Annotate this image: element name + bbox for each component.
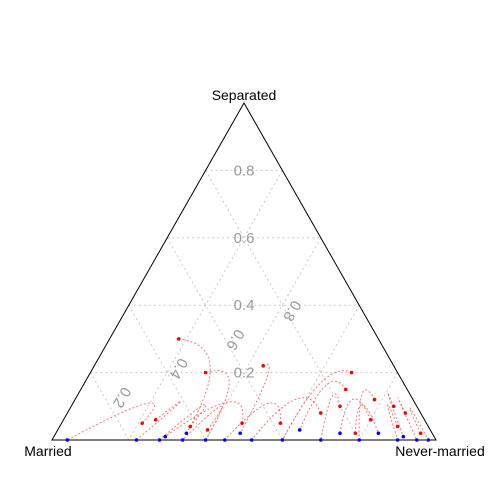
trajectory-path xyxy=(320,393,341,441)
start-point xyxy=(349,370,354,375)
grid-line-married xyxy=(128,304,207,441)
tick-label-separated: 0.2 xyxy=(234,365,255,382)
start-point xyxy=(140,421,145,425)
vertex-label-never-married: Never-married xyxy=(395,443,484,459)
start-point xyxy=(338,404,342,409)
start-point xyxy=(203,370,208,375)
end-point xyxy=(280,438,285,442)
end-point xyxy=(376,431,381,436)
end-point xyxy=(338,431,342,436)
trajectory-path xyxy=(67,402,155,441)
end-point xyxy=(180,438,185,442)
data-points xyxy=(65,337,431,442)
trajectory-path xyxy=(397,397,418,441)
start-point xyxy=(153,417,158,422)
trajectory-path xyxy=(409,407,429,441)
trajectory-path xyxy=(178,338,211,434)
trajectory-path xyxy=(299,380,347,431)
vertex-label-married: Married xyxy=(24,443,71,459)
end-point xyxy=(238,431,242,436)
trajectory-path xyxy=(224,402,281,441)
end-point xyxy=(163,434,168,439)
start-point xyxy=(240,421,244,425)
grid-line-never-married xyxy=(281,304,360,441)
end-point xyxy=(203,438,208,442)
start-point xyxy=(395,424,400,429)
grid-line-never-married xyxy=(205,237,322,441)
end-point xyxy=(223,438,227,442)
end-point xyxy=(297,428,302,432)
start-point xyxy=(205,428,210,432)
trajectory-path xyxy=(182,405,223,441)
end-point xyxy=(395,438,400,442)
start-point xyxy=(353,431,358,436)
end-point xyxy=(357,438,362,442)
tick-label-married: 0.2 xyxy=(109,384,134,411)
trajectory-path xyxy=(281,370,352,441)
end-point xyxy=(134,438,139,442)
grid-lines xyxy=(89,169,399,441)
start-point xyxy=(278,421,283,425)
trajectory-path xyxy=(387,392,404,437)
vertex-label-separated: Separated xyxy=(212,87,277,103)
trajectory-path xyxy=(339,398,372,434)
tick-label-separated: 0.6 xyxy=(234,230,255,247)
end-point xyxy=(415,438,419,442)
start-point xyxy=(319,411,323,415)
start-point xyxy=(368,417,373,422)
start-point xyxy=(372,397,377,402)
trajectory-path xyxy=(205,370,230,441)
tick-label-separated: 0.8 xyxy=(234,162,255,179)
start-point xyxy=(176,337,181,341)
trajectory-paths xyxy=(67,338,429,441)
start-point xyxy=(403,411,408,415)
end-point xyxy=(184,431,189,436)
end-point xyxy=(65,438,70,442)
tick-label-married: 0.8 xyxy=(279,297,304,324)
end-point xyxy=(401,434,406,439)
end-point xyxy=(249,438,254,442)
start-point xyxy=(261,364,266,368)
trajectory-path xyxy=(251,397,322,441)
grid-line-married xyxy=(166,237,283,441)
tick-label-married: 0.6 xyxy=(223,326,248,353)
start-point xyxy=(188,424,193,429)
trajectory-path xyxy=(387,404,399,441)
end-point xyxy=(426,438,431,442)
ternary-triangle xyxy=(51,101,437,441)
end-point xyxy=(319,438,323,442)
tick-label-separated: 0.4 xyxy=(234,297,255,314)
end-point xyxy=(157,438,162,442)
trajectory-path xyxy=(164,401,244,438)
tick-label-married: 0.4 xyxy=(166,355,191,382)
start-point xyxy=(391,404,396,409)
grid-line-married xyxy=(205,170,360,441)
trajectory-path xyxy=(358,389,375,441)
start-point xyxy=(418,431,423,436)
trajectory-path xyxy=(136,400,182,441)
trajectory-path xyxy=(354,404,379,434)
start-point xyxy=(343,387,348,392)
trajectory-path xyxy=(159,404,207,441)
